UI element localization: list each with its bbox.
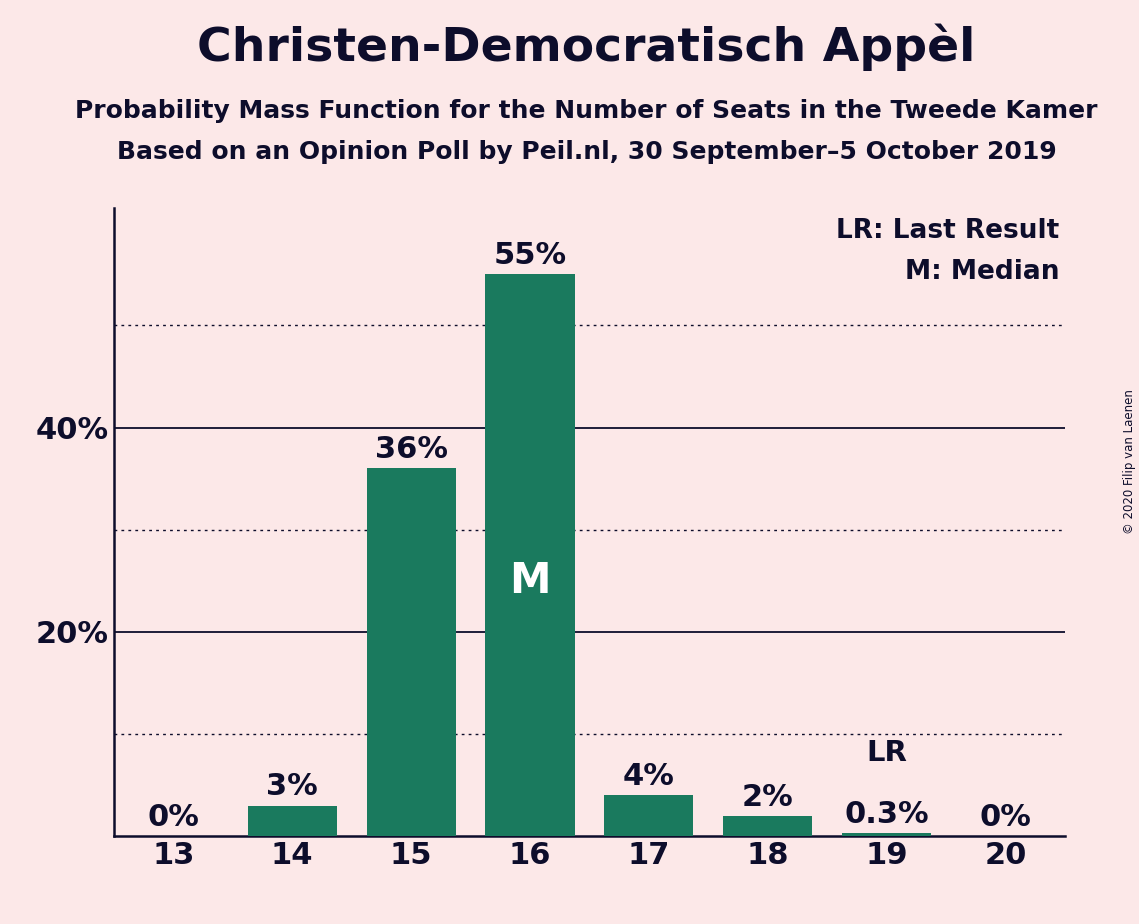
Text: M: Median: M: Median (904, 259, 1059, 285)
Text: Based on an Opinion Poll by Peil.nl, 30 September–5 October 2019: Based on an Opinion Poll by Peil.nl, 30 … (116, 140, 1057, 164)
Text: © 2020 Filip van Laenen: © 2020 Filip van Laenen (1123, 390, 1137, 534)
Bar (842, 833, 932, 836)
Text: Probability Mass Function for the Number of Seats in the Tweede Kamer: Probability Mass Function for the Number… (75, 99, 1098, 123)
Text: 3%: 3% (267, 772, 318, 801)
Bar (367, 468, 456, 836)
Text: 36%: 36% (375, 435, 448, 465)
Text: Christen-Democratisch Appèl: Christen-Democratisch Appèl (197, 23, 976, 70)
Text: 4%: 4% (623, 762, 674, 791)
Text: 55%: 55% (493, 241, 566, 270)
Text: 0%: 0% (980, 803, 1032, 833)
Text: 2%: 2% (741, 783, 794, 811)
Text: 0%: 0% (147, 803, 199, 833)
Bar (605, 796, 694, 836)
Bar (723, 816, 812, 836)
Text: M: M (509, 560, 551, 602)
Text: LR: Last Result: LR: Last Result (836, 218, 1059, 244)
Bar (485, 274, 574, 836)
Text: LR: LR (866, 739, 907, 767)
Text: 0.3%: 0.3% (844, 800, 929, 829)
Bar (247, 806, 337, 836)
